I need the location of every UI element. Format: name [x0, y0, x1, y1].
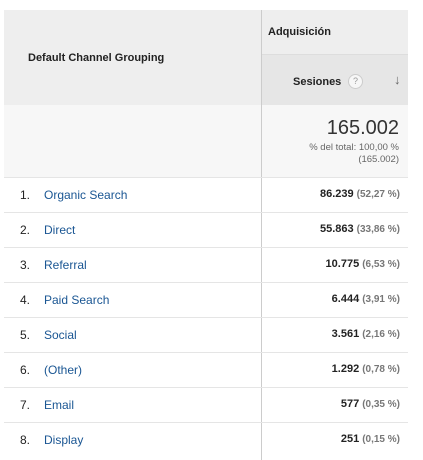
channel-link[interactable]: Display [44, 433, 84, 447]
table-body: 1. Organic Search 86.239 (52,27 %) 2. Dir… [4, 177, 408, 457]
sessions-cell: 10.775 (6,53 %) [326, 258, 400, 270]
table-row: 4. Paid Search 6.444 (3,91 %) [4, 282, 408, 317]
sessions-percent: (6,53 %) [362, 259, 400, 270]
sessions-percent: (33,86 %) [356, 224, 400, 235]
channel-link[interactable]: Email [44, 398, 75, 412]
table-row: 1. Organic Search 86.239 (52,27 %) [4, 177, 408, 212]
sessions-header-label: Sesiones [293, 76, 342, 88]
table-row: 2. Direct 55.863 (33,86 %) [4, 212, 408, 247]
channel-link[interactable]: Social [44, 328, 77, 342]
row-index: 1. [20, 188, 31, 202]
table-row: 3. Referral 10.775 (6,53 %) [4, 247, 408, 282]
row-index: 6. [20, 363, 31, 377]
column-divider [261, 10, 262, 460]
sessions-cell: 6.444 (3,91 %) [332, 293, 400, 305]
sessions-value: 6.444 [331, 293, 360, 305]
sessions-value: 10.775 [325, 258, 360, 270]
row-index: 3. [20, 258, 31, 272]
sessions-value: 1.292 [331, 363, 360, 375]
acquisition-group-label: Adquisición [268, 26, 331, 38]
table-row: 8. Display 251 (0,15 %) [4, 422, 408, 457]
sessions-value: 86.239 [319, 188, 354, 200]
channel-link[interactable]: Direct [44, 223, 76, 237]
sort-descending-icon[interactable]: ↓ [394, 72, 401, 87]
table-row: 5. Social 3.561 (2,16 %) [4, 317, 408, 352]
total-percent-line: % del total: 100,00 % [309, 142, 399, 153]
total-row: 165.002 % del total: 100,00 % (165.002) [262, 105, 408, 177]
sessions-cell: 1.292 (0,78 %) [332, 363, 400, 375]
sessions-percent: (0,78 %) [362, 364, 400, 375]
total-row-label-cell [4, 105, 261, 177]
sessions-percent: (0,35 %) [362, 399, 400, 410]
channel-link[interactable]: Organic Search [44, 188, 128, 202]
sessions-cell: 55.863 (33,86 %) [320, 223, 400, 235]
channel-link[interactable]: Referral [44, 258, 87, 272]
total-absolute-line: (165.002) [358, 154, 399, 165]
table-row: 6. (Other) 1.292 (0,78 %) [4, 352, 408, 387]
sessions-percent: (3,91 %) [362, 294, 400, 305]
sessions-value: 251 [340, 433, 360, 445]
row-index: 8. [20, 433, 31, 447]
row-index: 2. [20, 223, 31, 237]
sessions-value: 55.863 [319, 223, 354, 235]
sessions-percent: (2,16 %) [362, 329, 400, 340]
sessions-cell: 3.561 (2,16 %) [332, 328, 400, 340]
sessions-cell: 86.239 (52,27 %) [320, 188, 400, 200]
acquisition-group-header: Adquisición [262, 10, 408, 55]
sessions-value: 577 [340, 398, 360, 410]
help-icon[interactable]: ? [348, 74, 363, 89]
dimension-header-label: Default Channel Grouping [28, 52, 165, 64]
total-percent-text: % del total: 100,00 % (165.002) [309, 142, 399, 166]
table-row: 7. Email 577 (0,35 %) [4, 387, 408, 422]
sessions-percent: (52,27 %) [356, 189, 400, 200]
channel-link[interactable]: (Other) [44, 363, 83, 377]
dimension-header[interactable]: Default Channel Grouping [4, 10, 261, 105]
sessions-cell: 577 (0,35 %) [341, 398, 400, 410]
channel-link[interactable]: Paid Search [44, 293, 110, 307]
sessions-cell: 251 (0,15 %) [341, 433, 400, 445]
row-index: 7. [20, 398, 31, 412]
sessions-percent: (0,15 %) [362, 434, 400, 445]
sessions-value: 3.561 [331, 328, 360, 340]
row-index: 4. [20, 293, 31, 307]
sessions-column-header[interactable]: Sesiones ? ↓ [262, 55, 408, 105]
total-sessions-value: 165.002 [326, 117, 399, 139]
row-index: 5. [20, 328, 31, 342]
